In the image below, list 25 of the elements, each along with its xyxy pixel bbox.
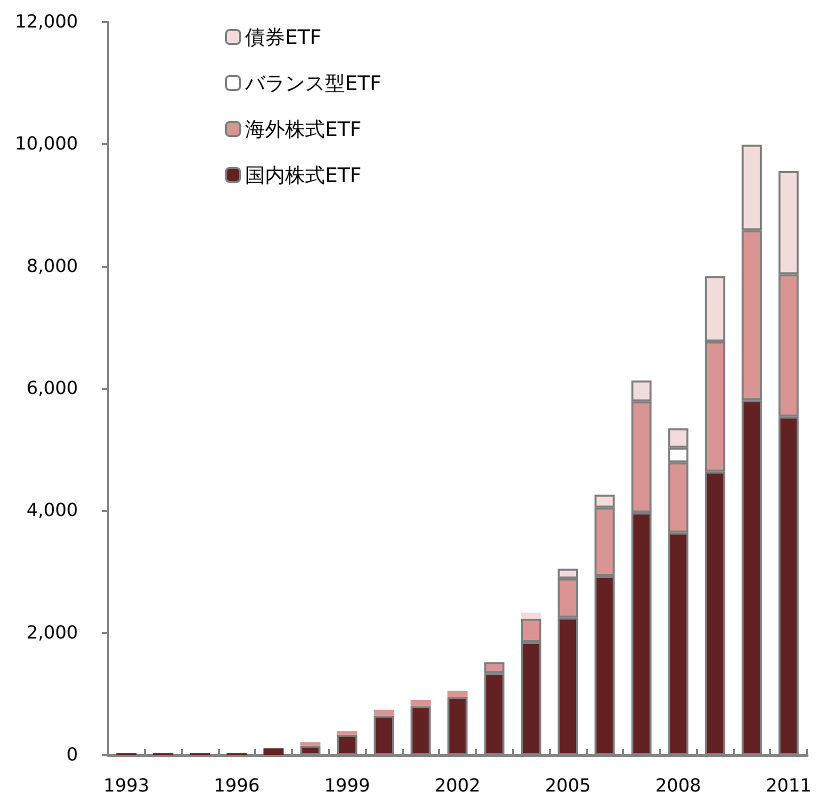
x-tick-label: 2005 (544, 776, 591, 796)
x-tick-label: 1993 (103, 776, 150, 796)
y-tick-label: 12,000 (15, 12, 78, 32)
y-tick-label: 0 (66, 744, 78, 766)
bar (520, 612, 542, 619)
bar (337, 731, 358, 735)
x-tick-label: 2002 (434, 776, 480, 796)
bar (300, 742, 320, 746)
y-tick-label: 8,000 (26, 256, 78, 277)
x-tick-label: 2011 (766, 776, 812, 796)
x-tick-label: 1996 (214, 776, 260, 796)
y-tick-label: 4,000 (26, 500, 78, 522)
y-tick-label: 10,000 (15, 134, 78, 155)
y-tick-label: 2,000 (26, 622, 78, 644)
legend-label: 債券ETF (245, 25, 322, 49)
bar (410, 700, 431, 706)
y-tick-label: 6,000 (26, 378, 78, 399)
x-tick-label: 1999 (324, 776, 370, 796)
legend-label: 国内株式ETF (245, 163, 362, 187)
legend-label: バランス型ETF (244, 71, 382, 95)
legend-label: 海外株式ETF (245, 117, 362, 141)
bar (374, 710, 394, 716)
x-tick-label: 2008 (655, 776, 702, 796)
bar (447, 690, 468, 697)
bar (263, 748, 284, 755)
